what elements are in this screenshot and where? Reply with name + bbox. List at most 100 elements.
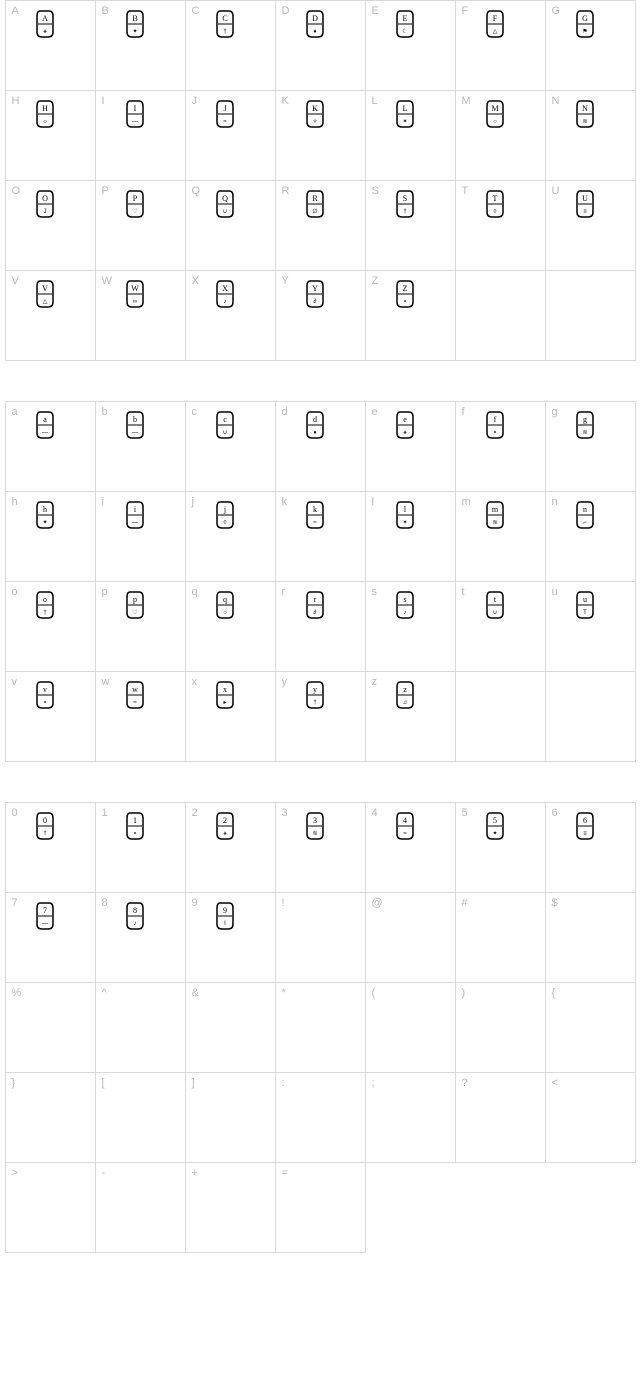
charmap-cell: dd♦ <box>276 402 366 492</box>
charmap-cell <box>456 1163 546 1253</box>
cell-label: 9 <box>192 897 198 909</box>
cell-glyph: f⚬ <box>484 410 506 445</box>
svg-text:V: V <box>42 284 48 293</box>
cell-glyph: R∅ <box>304 189 326 224</box>
charmap-grid: aa—bb—cc∪dd♦ee⚹ff⚬gg≋hh✦ii—jj◊kk≈ll✶mm≋n… <box>5 401 636 762</box>
cell-label: U <box>552 185 560 197</box>
svg-text:∪: ∪ <box>222 430 226 436</box>
svg-text:⚬: ⚬ <box>42 700 47 706</box>
svg-text:y: y <box>313 685 317 694</box>
cartouche-glyph-icon: 3≋ <box>304 811 326 841</box>
charmap-cell: tt∪ <box>456 582 546 672</box>
charmap-cell <box>546 672 636 762</box>
charmap-cell: yy† <box>276 672 366 762</box>
cell-label: m <box>462 496 471 508</box>
svg-text:∂: ∂ <box>313 609 316 616</box>
cell-glyph: 2⚹ <box>214 811 236 846</box>
svg-text:N: N <box>582 104 588 113</box>
cell-glyph: n⌐ <box>574 500 596 535</box>
svg-text:†: † <box>223 29 226 35</box>
cell-glyph: G⚑ <box>574 9 596 44</box>
cartouche-glyph-icon: I— <box>124 99 146 129</box>
cell-label: s <box>372 586 378 598</box>
cell-label: ! <box>282 897 285 909</box>
charmap-cell: FF△ <box>456 1 546 91</box>
cell-glyph: M○ <box>484 99 506 134</box>
cell-label: d <box>282 406 288 418</box>
cell-label: > <box>12 1167 18 1179</box>
cartouche-glyph-icon: B✦ <box>124 9 146 39</box>
cell-label: D <box>282 5 290 17</box>
cell-glyph: c∪ <box>214 410 236 445</box>
cell-label: { <box>552 987 556 999</box>
charmap-cell: D D♦ <box>276 1 366 91</box>
cell-label: ) <box>462 987 466 999</box>
cell-glyph: s♪ <box>394 590 416 625</box>
cell-label: * <box>282 987 286 999</box>
cell-glyph: 5✦ <box>484 811 506 846</box>
svg-text:s: s <box>403 595 406 604</box>
charmap-cell: ( <box>366 983 456 1073</box>
cell-label: X <box>192 275 199 287</box>
cell-label: K <box>282 95 289 107</box>
cartouche-glyph-icon: 1⚬ <box>124 811 146 841</box>
cartouche-glyph-icon: R∅ <box>304 189 326 219</box>
charmap-cell: ii— <box>96 492 186 582</box>
cell-label: B <box>102 5 109 17</box>
svg-text:g: g <box>583 415 587 424</box>
svg-text:†: † <box>43 610 46 616</box>
cell-label: h <box>12 496 18 508</box>
charmap-cell: VV△ <box>6 271 96 361</box>
svg-text:H: H <box>42 104 48 113</box>
cell-label: C <box>192 5 200 17</box>
charmap-cell: RR∅ <box>276 181 366 271</box>
svg-text:v: v <box>43 685 47 694</box>
charmap-cell: % <box>6 983 96 1073</box>
cell-label: Z <box>372 275 379 287</box>
cell-label: & <box>192 987 199 999</box>
svg-text:3: 3 <box>313 816 317 825</box>
cell-label: N <box>552 95 560 107</box>
cell-glyph: J≈ <box>214 99 236 134</box>
cartouche-glyph-icon: 4≈ <box>394 811 416 841</box>
svg-text:r: r <box>313 595 316 604</box>
cell-label: 3 <box>282 807 288 819</box>
cartouche-glyph-icon: J≈ <box>214 99 236 129</box>
cell-glyph: F△ <box>484 9 506 44</box>
cell-label: J <box>192 95 198 107</box>
svg-text:4: 4 <box>403 816 407 825</box>
charmap-cell: OOJ <box>6 181 96 271</box>
svg-text:—: — <box>132 119 138 125</box>
cartouche-glyph-icon: d♦ <box>304 410 326 440</box>
cell-label: T <box>462 185 469 197</box>
cell-label: v <box>12 676 18 688</box>
cell-glyph: U≡ <box>574 189 596 224</box>
svg-text:✦: ✦ <box>492 830 497 837</box>
cartouche-glyph-icon: w≈ <box>124 680 146 710</box>
svg-text:W: W <box>131 284 139 293</box>
cartouche-glyph-icon: T◊ <box>484 189 506 219</box>
charmap-cell: : <box>276 1073 366 1163</box>
charmap-cell: 55✦ <box>456 803 546 893</box>
svg-text:∞: ∞ <box>132 299 136 305</box>
svg-text:d: d <box>313 415 317 424</box>
cell-glyph: D♦ <box>304 9 326 44</box>
cell-label: : <box>282 1077 285 1089</box>
charmap-cell: 88♪ <box>96 893 186 983</box>
svg-text:≋: ≋ <box>312 831 317 837</box>
svg-text:h: h <box>43 505 47 514</box>
svg-text:u: u <box>583 595 587 604</box>
svg-text:✶: ✶ <box>402 118 407 125</box>
cell-glyph: Z⚬ <box>394 279 416 314</box>
charmap-cell: mm≋ <box>456 492 546 582</box>
svg-text:♡: ♡ <box>132 609 137 616</box>
cell-glyph: V△ <box>34 279 56 314</box>
svg-text:b: b <box>133 415 137 424</box>
svg-text:∂: ∂ <box>313 298 316 305</box>
charmap-cell: CC† <box>186 1 276 91</box>
svg-text:S: S <box>402 194 406 203</box>
charmap-cell: ! <box>276 893 366 983</box>
svg-text:2: 2 <box>223 816 227 825</box>
cartouche-glyph-icon: x▸ <box>214 680 236 710</box>
cell-label: e <box>372 406 378 418</box>
